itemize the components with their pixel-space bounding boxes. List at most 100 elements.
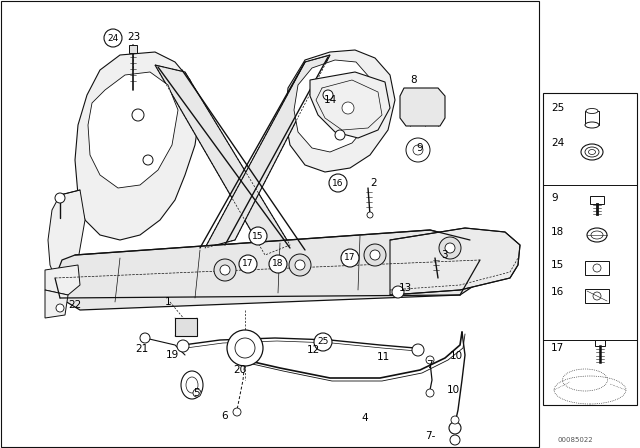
Text: 19: 19 bbox=[165, 350, 179, 360]
Text: 10: 10 bbox=[447, 385, 460, 395]
Bar bbox=[129, 45, 137, 53]
Circle shape bbox=[445, 243, 455, 253]
Text: 25: 25 bbox=[317, 337, 329, 346]
Text: 5: 5 bbox=[193, 388, 199, 398]
Text: 23: 23 bbox=[127, 32, 141, 42]
Text: 16: 16 bbox=[551, 287, 564, 297]
Circle shape bbox=[335, 130, 345, 140]
Circle shape bbox=[342, 102, 354, 114]
Polygon shape bbox=[310, 72, 390, 138]
Circle shape bbox=[140, 333, 150, 343]
Polygon shape bbox=[294, 60, 375, 152]
Circle shape bbox=[392, 286, 404, 298]
Text: 15: 15 bbox=[252, 232, 264, 241]
Ellipse shape bbox=[589, 150, 595, 155]
Circle shape bbox=[239, 255, 257, 273]
Polygon shape bbox=[75, 52, 200, 240]
Text: 13: 13 bbox=[398, 283, 412, 293]
Circle shape bbox=[593, 292, 601, 300]
Polygon shape bbox=[45, 290, 68, 318]
Text: 11: 11 bbox=[376, 352, 390, 362]
Circle shape bbox=[193, 389, 201, 397]
Bar bbox=[585, 111, 599, 125]
Bar bbox=[595, 340, 605, 346]
Circle shape bbox=[233, 408, 241, 416]
Text: 7-: 7- bbox=[425, 431, 435, 441]
Ellipse shape bbox=[591, 231, 603, 239]
Text: 17: 17 bbox=[243, 259, 253, 268]
Circle shape bbox=[56, 304, 64, 312]
Text: 21: 21 bbox=[136, 344, 148, 354]
Text: 20: 20 bbox=[234, 365, 246, 375]
Circle shape bbox=[289, 254, 311, 276]
Text: 24: 24 bbox=[108, 34, 118, 43]
Circle shape bbox=[132, 109, 144, 121]
Text: 1: 1 bbox=[164, 297, 172, 307]
Circle shape bbox=[323, 90, 333, 100]
Bar bbox=[585, 261, 609, 275]
Bar bbox=[543, 93, 637, 405]
Text: 14: 14 bbox=[323, 95, 337, 105]
Circle shape bbox=[329, 174, 347, 192]
Circle shape bbox=[439, 237, 461, 259]
Polygon shape bbox=[400, 88, 445, 126]
Text: 25: 25 bbox=[551, 103, 564, 113]
Text: 00085022: 00085022 bbox=[557, 437, 593, 443]
Bar bbox=[590, 196, 604, 204]
Bar bbox=[175, 318, 197, 336]
Polygon shape bbox=[88, 72, 178, 188]
Circle shape bbox=[249, 227, 267, 245]
Text: 3: 3 bbox=[441, 250, 447, 260]
Circle shape bbox=[426, 389, 434, 397]
Text: 10: 10 bbox=[449, 351, 463, 361]
Circle shape bbox=[593, 264, 601, 272]
Circle shape bbox=[449, 422, 461, 434]
Circle shape bbox=[227, 330, 263, 366]
Circle shape bbox=[370, 250, 380, 260]
Text: 12: 12 bbox=[307, 345, 319, 355]
Text: 18: 18 bbox=[551, 227, 564, 237]
Circle shape bbox=[235, 338, 255, 358]
Circle shape bbox=[177, 340, 189, 352]
Text: 8: 8 bbox=[411, 75, 417, 85]
Text: 2: 2 bbox=[371, 178, 378, 188]
Circle shape bbox=[364, 244, 386, 266]
Circle shape bbox=[314, 333, 332, 351]
Text: 22: 22 bbox=[68, 300, 82, 310]
Circle shape bbox=[295, 260, 305, 270]
Ellipse shape bbox=[581, 144, 603, 160]
Text: 17: 17 bbox=[344, 254, 356, 263]
Ellipse shape bbox=[585, 147, 599, 157]
Circle shape bbox=[426, 356, 434, 364]
Circle shape bbox=[450, 435, 460, 445]
Text: 9: 9 bbox=[551, 193, 557, 203]
Text: 24: 24 bbox=[551, 138, 564, 148]
Ellipse shape bbox=[181, 371, 203, 399]
Circle shape bbox=[214, 259, 236, 281]
Ellipse shape bbox=[586, 108, 598, 113]
Polygon shape bbox=[155, 65, 290, 255]
Text: 4: 4 bbox=[362, 413, 368, 423]
Bar bbox=[1, 1, 539, 447]
Polygon shape bbox=[55, 230, 480, 310]
Polygon shape bbox=[390, 228, 520, 295]
Polygon shape bbox=[48, 190, 85, 285]
Text: 6: 6 bbox=[221, 411, 228, 421]
Circle shape bbox=[367, 212, 373, 218]
Ellipse shape bbox=[585, 122, 599, 128]
Ellipse shape bbox=[587, 228, 607, 242]
Circle shape bbox=[104, 29, 122, 47]
Circle shape bbox=[143, 155, 153, 165]
Circle shape bbox=[413, 145, 423, 155]
Polygon shape bbox=[285, 50, 395, 172]
Circle shape bbox=[220, 265, 230, 275]
Polygon shape bbox=[205, 55, 330, 248]
Ellipse shape bbox=[186, 377, 198, 393]
Text: 7: 7 bbox=[426, 360, 432, 370]
Circle shape bbox=[341, 249, 359, 267]
Circle shape bbox=[269, 255, 287, 273]
Text: 16: 16 bbox=[332, 178, 344, 188]
Text: 17: 17 bbox=[551, 343, 564, 353]
Circle shape bbox=[406, 138, 430, 162]
Text: 9: 9 bbox=[417, 143, 423, 153]
